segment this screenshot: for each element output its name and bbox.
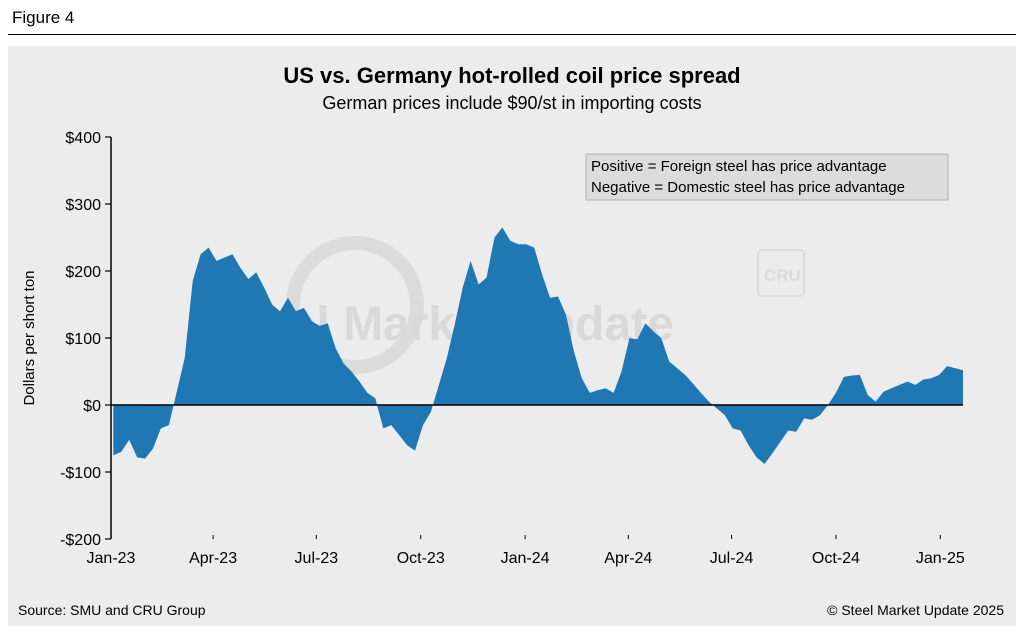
x-tick-label: Jan-25	[916, 550, 965, 567]
y-tick-label: -$100	[60, 465, 101, 482]
y-tick-label: -$200	[60, 532, 101, 549]
watermark-ring	[286, 236, 424, 374]
y-tick-label: $400	[65, 130, 101, 147]
y-tick-label: $200	[65, 264, 101, 281]
x-tick-label: Apr-24	[604, 550, 652, 567]
legend-box: Positive = Foreign steel has price advan…	[585, 153, 949, 201]
watermark-badge: CRU	[764, 266, 801, 285]
legend-line-positive: Positive = Foreign steel has price advan…	[591, 158, 887, 175]
copyright-note: © Steel Market Update 2025	[827, 602, 1004, 618]
x-tick-label: Jul-24	[710, 550, 754, 567]
area-layer	[113, 227, 964, 464]
source-note: Source: SMU and CRU Group	[18, 602, 206, 618]
x-ticks: Jan-23 Apr-23 Jul-23 Oct-23 Jan-24 Apr-24 Jul-…	[87, 535, 965, 567]
x-tick-label: Oct-23	[397, 550, 445, 567]
figure-label: Figure 4	[12, 8, 75, 27]
x-tick-label: Jul-23	[295, 550, 339, 567]
x-tick-label: Jan-23	[87, 550, 136, 567]
y-axis-label: Dollars per short ton	[21, 270, 38, 405]
chart-subtitle: German prices include $90/st in importin…	[322, 93, 701, 113]
chart-title: US vs. Germany hot-rolled coil price spr…	[283, 63, 740, 88]
legend-box-frame	[585, 153, 949, 201]
legend-line-negative: Negative = Domestic steel has price adva…	[591, 179, 905, 196]
x-tick-label: Apr-23	[189, 550, 237, 567]
watermark-badge-box	[757, 249, 805, 297]
y-ticks: -$200 -$100 $0 $100 $200 $300 $400	[60, 130, 111, 549]
y-tick-label: $300	[65, 197, 101, 214]
x-tick-label: Jan-24	[501, 550, 550, 567]
figure-divider	[8, 34, 1016, 35]
spread-area	[113, 227, 964, 464]
x-tick-label: Oct-24	[812, 550, 860, 567]
y-tick-label: $0	[83, 398, 101, 415]
y-tick-label: $100	[65, 331, 101, 348]
